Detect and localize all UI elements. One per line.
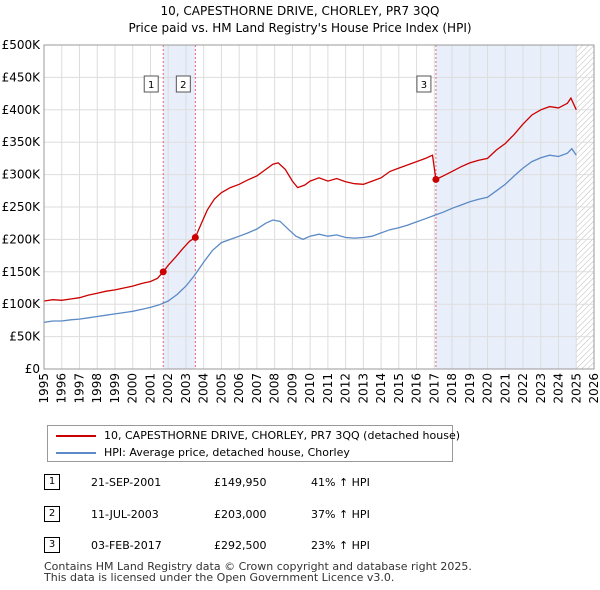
sale-price: £292,500	[214, 539, 267, 552]
x-tick-label: 2016	[410, 373, 424, 404]
x-tick-label: 2020	[481, 373, 495, 404]
x-tick-label: 2015	[392, 373, 406, 404]
y-tick-label: £300K	[2, 168, 42, 182]
y-tick-label: £500K	[2, 38, 42, 52]
sale-row-3: 3 03-FEB-2017 £292,500 23% ↑ HPI	[44, 536, 564, 556]
plot-border	[43, 44, 595, 370]
sale-date: 21-SEP-2001	[91, 476, 162, 489]
sale-price: £149,950	[214, 476, 267, 489]
sale-point-3	[432, 175, 440, 183]
sale-date: 11-JUL-2003	[91, 508, 159, 521]
x-tick-label: 2025	[569, 373, 583, 404]
sale-label-box-2	[175, 75, 191, 93]
x-tick-label: 1997	[72, 373, 86, 404]
y-tick-label: £0	[25, 362, 40, 376]
legend-swatch-property	[56, 435, 96, 437]
axes: £0 £50K £100K £150K £200K £250K £300K £350K £400…	[2, 38, 600, 404]
x-tick-label: 2008	[268, 373, 282, 404]
sale-label-1: 1	[148, 80, 154, 91]
chart-title-line2: Price paid vs. HM Land Registry's House …	[128, 21, 472, 35]
y-tick-label: £50K	[9, 330, 41, 344]
legend-label-property: 10, CAPESTHORNE DRIVE, CHORLEY, PR7 3QQ …	[104, 429, 461, 442]
price-chart: 1 2 3 £0 £50K £100K £150K £200K £250K £300K £350K…	[2, 38, 600, 404]
sale-number-badge: 3	[44, 537, 60, 553]
sale-hpi-diff: 23% ↑ HPI	[311, 539, 370, 552]
x-tick-label: 2010	[303, 373, 317, 404]
x-tick-label: 2001	[143, 373, 157, 404]
sale-label-2: 2	[180, 80, 186, 91]
y-tick-label: £200K	[2, 232, 42, 246]
x-tick-label: 1999	[108, 373, 122, 404]
footer-line2: This data is licensed under the Open Gov…	[44, 571, 395, 584]
x-tick-label: 2003	[179, 373, 193, 404]
x-tick-label: 2017	[427, 373, 441, 404]
sale-point-2	[191, 233, 199, 241]
chart-title: 10, CAPESTHORNE DRIVE, CHORLEY, PR7 3QQ …	[0, 3, 600, 37]
sale-label-box-3	[416, 75, 432, 93]
chart-title-line1: 10, CAPESTHORNE DRIVE, CHORLEY, PR7 3QQ	[160, 4, 440, 18]
x-tick-label: 2024	[552, 373, 566, 404]
y-tick-label: £250K	[2, 200, 42, 214]
y-tick-label: £150K	[2, 265, 42, 279]
x-tick-label: 2019	[463, 373, 477, 404]
sale-row-1: 1 21-SEP-2001 £149,950 41% ↑ HPI	[44, 473, 564, 493]
series-line-hpi	[44, 147, 577, 323]
x-tick-label: 2014	[374, 373, 388, 404]
legend: 10, CAPESTHORNE DRIVE, CHORLEY, PR7 3QQ …	[47, 425, 460, 462]
x-tick-label: 2004	[197, 373, 211, 404]
x-tick-label: 2009	[285, 373, 299, 404]
legend-item-property: 10, CAPESTHORNE DRIVE, CHORLEY, PR7 3QQ …	[48, 428, 460, 444]
x-tick-label: 1998	[90, 373, 104, 404]
x-tick-label: 2000	[126, 373, 140, 404]
footer-attribution: Contains HM Land Registry data © Crown c…	[44, 561, 472, 583]
y-tick-label: £450K	[2, 70, 42, 84]
x-tick-label: 2013	[356, 373, 370, 404]
sale-vlines	[162, 45, 437, 369]
x-tick-label: 2022	[516, 373, 530, 404]
footer-line1: Contains HM Land Registry data © Crown c…	[44, 560, 472, 573]
sale-price: £203,000	[214, 508, 267, 521]
x-tick-label: 1996	[55, 373, 69, 404]
series-line-property	[44, 96, 577, 302]
series-lines	[44, 96, 577, 323]
sale-number-badge: 1	[44, 474, 60, 490]
sale-point-1	[159, 268, 167, 276]
legend-label-hpi: HPI: Average price, detached house, Chor…	[104, 446, 350, 459]
x-tick-label: 2006	[232, 373, 246, 404]
sale-date: 03-FEB-2017	[91, 539, 162, 552]
sale-label-box-1	[143, 75, 159, 93]
sale-row-2: 2 11-JUL-2003 £203,000 37% ↑ HPI	[44, 505, 564, 525]
y-tick-label: £400K	[2, 103, 42, 117]
x-tick-label: 2026	[587, 373, 600, 404]
x-tick-label: 2012	[339, 373, 353, 404]
y-tick-label: £100K	[2, 297, 42, 311]
x-tick-label: 2023	[534, 373, 548, 404]
sale-markers: 1 2 3	[143, 75, 440, 276]
x-tick-label: 2005	[214, 373, 228, 404]
x-tick-label: 2021	[498, 373, 512, 404]
y-tick-label: £350K	[2, 135, 42, 149]
x-tick-label: 2018	[445, 373, 459, 404]
legend-item-hpi: HPI: Average price, detached house, Chor…	[48, 445, 452, 461]
sale-hpi-diff: 37% ↑ HPI	[311, 508, 370, 521]
x-tick-label: 2002	[161, 373, 175, 404]
x-tick-label: 2011	[321, 373, 335, 404]
sale-hpi-diff: 41% ↑ HPI	[311, 476, 370, 489]
legend-swatch-hpi	[56, 452, 96, 454]
sale-number-badge: 2	[44, 506, 60, 522]
sale-label-3: 3	[421, 80, 427, 91]
x-tick-label: 2007	[250, 373, 264, 404]
x-tick-label: 1995	[37, 373, 51, 404]
